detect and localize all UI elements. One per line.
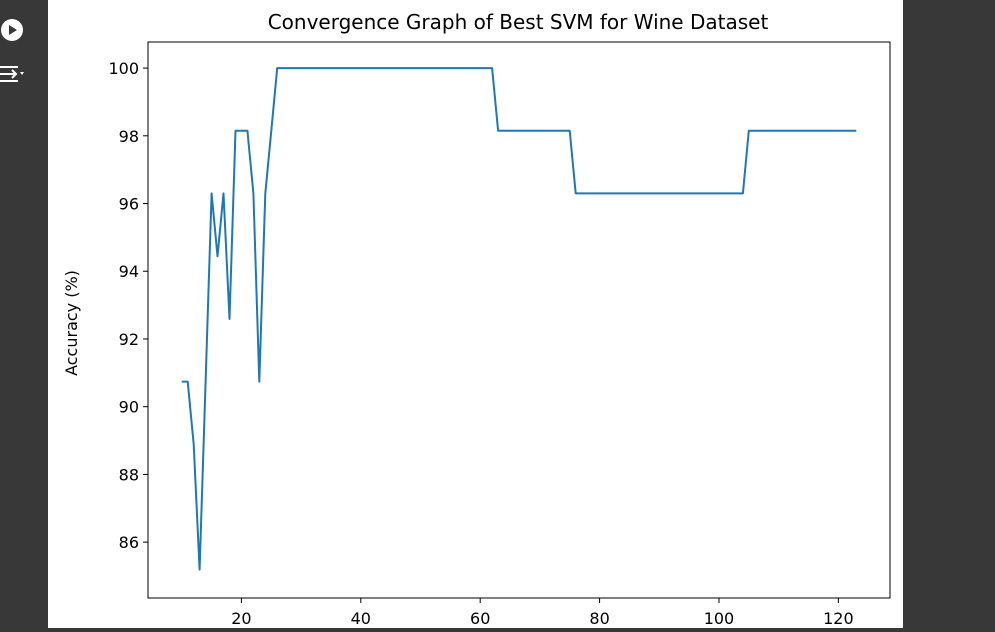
series [181,67,857,571]
x-tick-label: 120 [823,609,854,628]
series-line [181,67,857,571]
ticks: 20 40 60 80 100 120 86 88 90 92 94 96 98 100 [108,59,853,628]
axes [147,41,891,599]
y-tick-label: 98 [119,127,139,146]
x-tick-label: 20 [231,609,251,628]
right-panel [903,0,995,628]
output-toggle-icon[interactable] [0,62,28,86]
y-tick-label: 88 [119,465,139,484]
x-tick-label: 40 [351,609,371,628]
plot-frame [147,41,891,599]
line-chart: Convergence Graph of Best SVM for Wine D… [62,10,891,628]
chart-title: Convergence Graph of Best SVM for Wine D… [268,10,769,34]
x-tick-label: 100 [704,609,735,628]
cell-gutter [0,0,48,628]
y-tick-label: 100 [108,59,139,78]
cell-output-area: Convergence Graph of Best SVM for Wine D… [48,0,903,628]
y-axis-label: Accuracy (%) [62,270,81,376]
y-tick-label: 90 [119,398,139,417]
play-circle-icon[interactable] [0,18,24,42]
y-tick-label: 96 [119,195,139,214]
y-tick-label: 92 [119,330,139,349]
x-tick-label: 60 [470,609,490,628]
x-tick-label: 80 [589,609,609,628]
y-tick-label: 94 [119,262,139,281]
y-tick-label: 86 [119,533,139,552]
